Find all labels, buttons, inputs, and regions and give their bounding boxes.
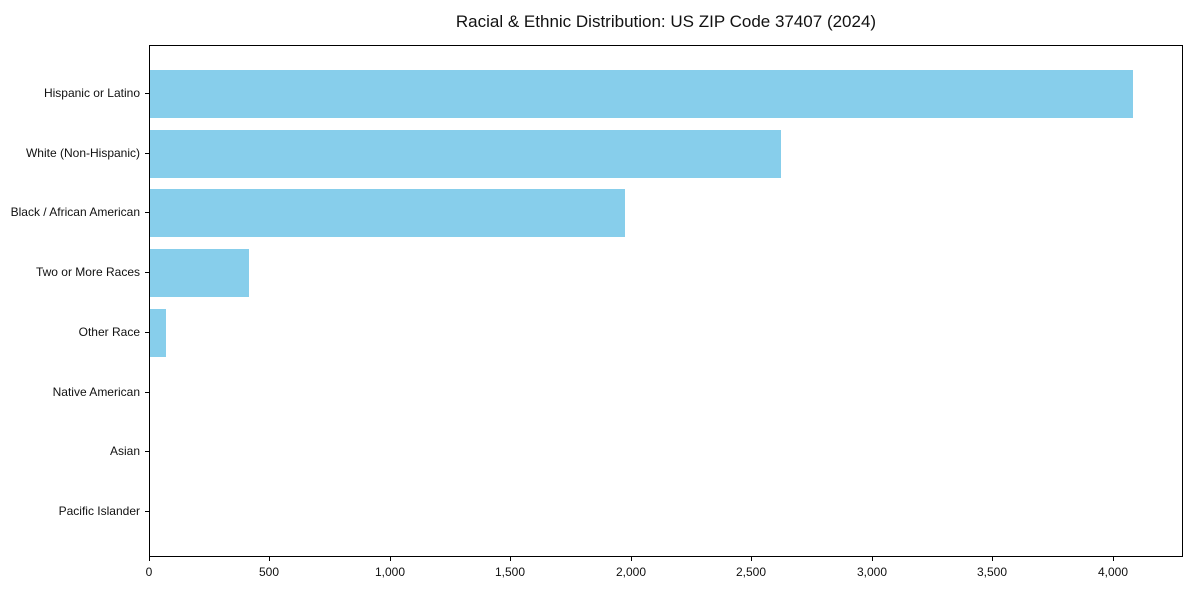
bar	[150, 70, 1133, 118]
x-tick-mark	[992, 557, 993, 561]
y-axis-label: White (Non-Hispanic)	[25, 145, 140, 160]
y-axis-label: Hispanic or Latino	[43, 86, 140, 100]
x-tick-label: 500	[258, 565, 280, 579]
y-axis-label: Native American	[52, 384, 140, 399]
y-axis-label: Two or More Races	[35, 265, 140, 280]
y-axis-label: Other Race	[78, 324, 140, 339]
y-tick-mark	[145, 212, 149, 214]
x-tick-mark	[390, 557, 391, 561]
x-tick-mark	[631, 557, 632, 561]
x-tick-mark	[510, 557, 511, 561]
x-tick-label: 0	[145, 565, 153, 579]
x-tick-label: 4,000	[1097, 565, 1129, 579]
x-tick-label: 3,500	[976, 565, 1008, 579]
x-tick-label: 1,000	[374, 565, 406, 579]
y-tick-mark	[145, 510, 149, 512]
x-tick-label: 3,000	[856, 565, 888, 579]
plot-area	[149, 45, 1183, 557]
y-tick-mark	[145, 93, 149, 94]
x-tick-label: 1,500	[494, 565, 526, 579]
x-tick-mark	[269, 557, 270, 561]
x-tick-mark	[149, 557, 150, 561]
chart-title: Racial & Ethnic Distribution: US ZIP Cod…	[455, 12, 877, 31]
bar	[150, 308, 166, 357]
bar	[150, 189, 625, 238]
y-tick-mark	[145, 152, 149, 154]
y-axis-label: Pacific Islander	[58, 503, 140, 518]
y-tick-mark	[145, 391, 149, 393]
bar	[150, 129, 781, 178]
y-axis-label: Black / African American	[10, 205, 140, 220]
y-axis-label: Asian	[109, 444, 140, 459]
x-tick-mark	[751, 557, 752, 561]
x-tick-label: 2,000	[615, 565, 647, 579]
x-tick-label: 2,500	[735, 565, 767, 579]
y-tick-mark	[145, 331, 149, 333]
x-tick-mark	[872, 557, 873, 561]
bar	[150, 249, 249, 298]
y-tick-mark	[145, 451, 149, 453]
y-tick-mark	[145, 272, 149, 274]
x-tick-mark	[1113, 557, 1114, 561]
